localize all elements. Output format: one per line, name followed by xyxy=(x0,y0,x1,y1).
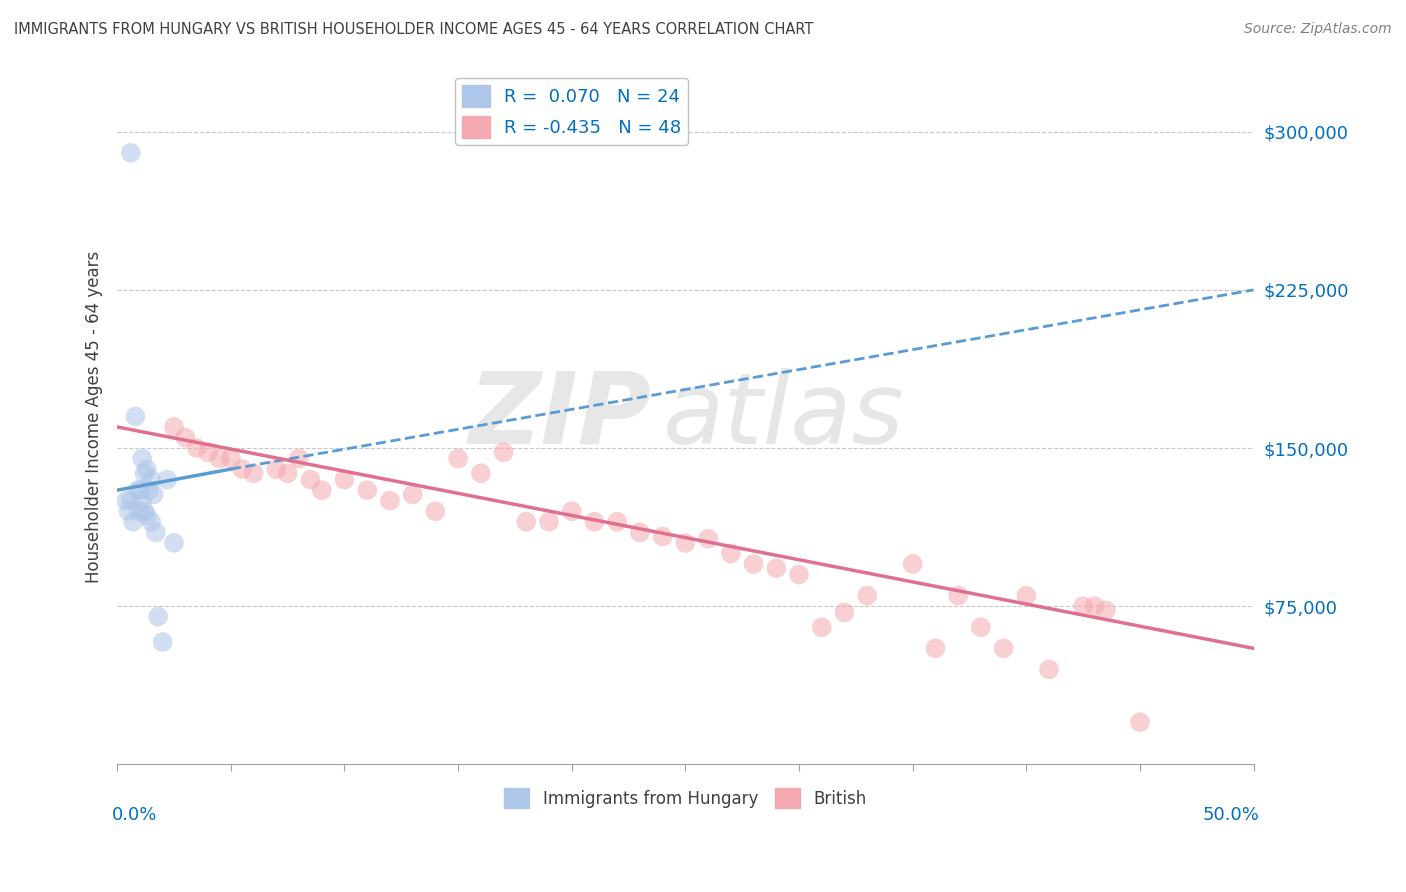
Point xyxy=(470,467,492,481)
Text: 50.0%: 50.0% xyxy=(1202,806,1260,824)
Point xyxy=(606,515,628,529)
Point xyxy=(311,483,333,498)
Point xyxy=(628,525,651,540)
Point xyxy=(993,641,1015,656)
Point xyxy=(134,467,156,481)
Point xyxy=(156,473,179,487)
Point xyxy=(1083,599,1105,614)
Point xyxy=(356,483,378,498)
Point xyxy=(163,420,186,434)
Point xyxy=(720,546,742,560)
Point xyxy=(131,451,153,466)
Point xyxy=(901,557,924,571)
Point xyxy=(219,451,242,466)
Point xyxy=(742,557,765,571)
Point xyxy=(120,493,142,508)
Y-axis label: Householder Income Ages 45 - 64 years: Householder Income Ages 45 - 64 years xyxy=(86,251,103,582)
Point xyxy=(401,487,423,501)
Point xyxy=(115,493,138,508)
Point xyxy=(946,589,969,603)
Point xyxy=(134,504,156,518)
Point xyxy=(583,515,606,529)
Point xyxy=(1129,715,1152,730)
Point xyxy=(141,473,163,487)
Point xyxy=(447,451,470,466)
Point xyxy=(651,530,673,544)
Point xyxy=(186,441,208,455)
Point xyxy=(135,508,157,523)
Point xyxy=(1071,599,1094,614)
Point xyxy=(378,493,401,508)
Text: IMMIGRANTS FROM HUNGARY VS BRITISH HOUSEHOLDER INCOME AGES 45 - 64 YEARS CORRELA: IMMIGRANTS FROM HUNGARY VS BRITISH HOUSE… xyxy=(14,22,814,37)
Point xyxy=(1038,662,1060,676)
Point xyxy=(141,515,163,529)
Point xyxy=(673,536,696,550)
Text: 0.0%: 0.0% xyxy=(111,806,157,824)
Point xyxy=(138,483,160,498)
Point xyxy=(135,462,157,476)
Point xyxy=(537,515,560,529)
Point xyxy=(129,504,152,518)
Point xyxy=(129,483,152,498)
Point xyxy=(277,467,299,481)
Point xyxy=(131,493,153,508)
Point xyxy=(697,532,720,546)
Legend: Immigrants from Hungary, British: Immigrants from Hungary, British xyxy=(498,781,873,815)
Point xyxy=(174,430,197,444)
Point xyxy=(122,515,145,529)
Text: ZIP: ZIP xyxy=(468,368,651,465)
Point xyxy=(834,606,856,620)
Point xyxy=(197,445,219,459)
Point xyxy=(924,641,946,656)
Point xyxy=(145,525,167,540)
Point xyxy=(163,536,186,550)
Point xyxy=(856,589,879,603)
Point xyxy=(127,483,149,498)
Point xyxy=(425,504,447,518)
Point xyxy=(146,609,169,624)
Point xyxy=(142,487,165,501)
Point xyxy=(765,561,787,575)
Point xyxy=(515,515,537,529)
Point xyxy=(299,473,322,487)
Point xyxy=(124,409,146,424)
Point xyxy=(1015,589,1038,603)
Point xyxy=(152,635,174,649)
Point xyxy=(561,504,583,518)
Text: Source: ZipAtlas.com: Source: ZipAtlas.com xyxy=(1244,22,1392,37)
Point xyxy=(208,451,231,466)
Point xyxy=(120,145,142,160)
Point xyxy=(810,620,832,634)
Text: atlas: atlas xyxy=(662,368,904,465)
Point xyxy=(266,462,288,476)
Point xyxy=(333,473,356,487)
Point xyxy=(288,451,311,466)
Point xyxy=(242,467,264,481)
Point xyxy=(492,445,515,459)
Point xyxy=(117,504,139,518)
Point xyxy=(970,620,993,634)
Point xyxy=(787,567,810,582)
Point xyxy=(231,462,253,476)
Point xyxy=(1095,603,1118,617)
